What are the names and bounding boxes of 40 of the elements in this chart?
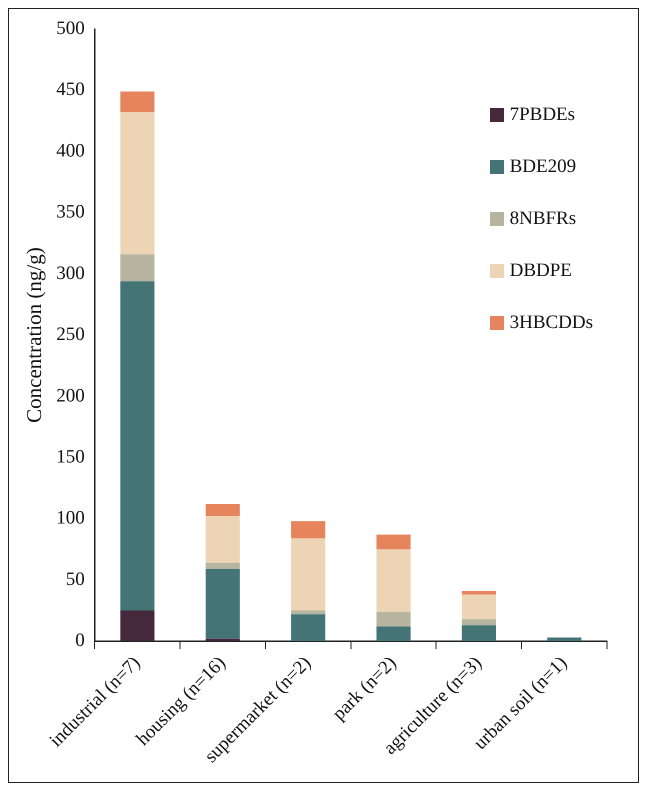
bar: [206, 562, 240, 569]
y-tick-label: 200: [56, 385, 85, 406]
bar: [376, 612, 411, 626]
legend-label: 3HBCDDs: [510, 312, 593, 334]
bar: [462, 619, 496, 626]
bar: [376, 626, 411, 642]
y-tick-label: 500: [56, 18, 85, 39]
bar: [291, 614, 326, 642]
bar: [462, 625, 496, 642]
bar: [206, 516, 240, 563]
bar: [291, 538, 326, 611]
bar: [376, 534, 411, 550]
y-tick-label: 150: [56, 446, 85, 468]
legend-label: 7PBDEs: [510, 104, 576, 126]
legend-label: 8NBFRs: [510, 208, 576, 230]
bar: [120, 254, 154, 282]
y-axis-title: Concentration (ng/g): [22, 247, 46, 423]
y-tick-label: 0: [75, 630, 85, 652]
y-tick-label: 50: [66, 568, 85, 590]
y-tick-label: 350: [56, 202, 85, 223]
bar: [206, 568, 240, 639]
legend-label: BDE209: [510, 156, 576, 178]
bar: [120, 112, 154, 254]
legend-label: DBDPE: [510, 260, 572, 282]
bar: [206, 504, 240, 516]
bar: [462, 590, 496, 595]
bar: [462, 594, 496, 620]
y-tick-label: 250: [56, 324, 85, 346]
y-tick-label: 300: [56, 262, 85, 284]
bar: [376, 549, 411, 612]
y-tick-label: 400: [56, 140, 85, 162]
bar: [120, 610, 154, 642]
bar: [547, 637, 582, 642]
y-tick-label: 450: [56, 79, 85, 100]
bar: [291, 610, 326, 614]
bar: [120, 91, 154, 112]
bar: [120, 281, 154, 611]
y-tick-label: 100: [56, 508, 85, 529]
bar: [206, 638, 240, 642]
bar: [291, 521, 326, 538]
